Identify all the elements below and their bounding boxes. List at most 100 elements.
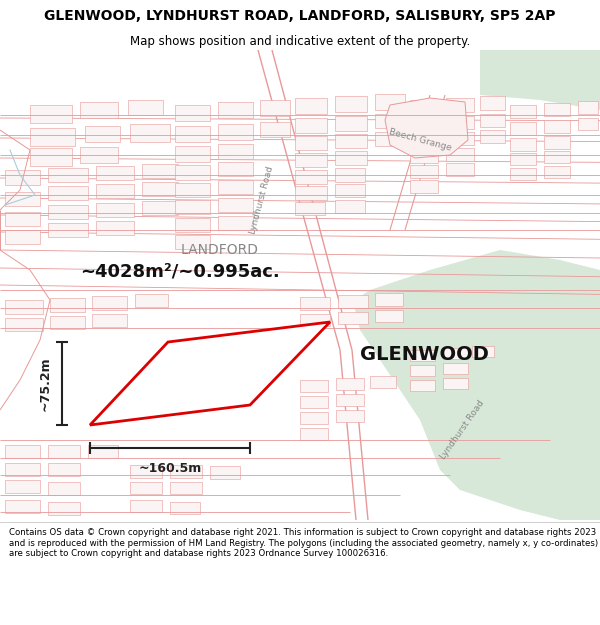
Bar	[446, 98, 474, 112]
Polygon shape	[355, 250, 600, 520]
Bar	[130, 465, 162, 478]
Bar	[260, 122, 290, 137]
Bar	[80, 102, 118, 118]
Bar	[336, 394, 364, 406]
Bar	[170, 465, 202, 478]
Text: Lyndhurst Road: Lyndhurst Road	[438, 399, 486, 461]
Text: LANDFORD: LANDFORD	[181, 243, 259, 257]
Bar	[175, 235, 210, 249]
Bar	[170, 482, 202, 494]
Bar	[96, 166, 134, 180]
Bar	[85, 126, 120, 142]
Bar	[30, 128, 75, 146]
Bar	[5, 230, 40, 244]
Bar	[510, 138, 536, 151]
Polygon shape	[385, 98, 468, 158]
Bar	[96, 203, 134, 217]
Bar	[175, 218, 210, 232]
Bar	[410, 165, 438, 178]
Bar	[5, 192, 40, 206]
Bar	[544, 151, 570, 163]
Bar	[5, 463, 40, 476]
Bar	[335, 168, 365, 182]
Bar	[142, 201, 178, 215]
Bar	[443, 363, 468, 374]
Bar	[130, 482, 162, 494]
Bar	[335, 134, 367, 148]
Bar	[92, 314, 127, 327]
Bar	[375, 94, 405, 110]
Bar	[375, 132, 405, 146]
Bar	[48, 186, 88, 200]
Text: ~4028m²/~0.995ac.: ~4028m²/~0.995ac.	[80, 263, 280, 281]
Bar	[335, 184, 365, 197]
Bar	[300, 314, 330, 326]
Bar	[510, 122, 536, 135]
Bar	[142, 164, 178, 178]
Bar	[410, 380, 435, 391]
Bar	[370, 376, 396, 388]
Bar	[300, 380, 328, 392]
Bar	[48, 482, 80, 495]
Text: ~75.2m: ~75.2m	[39, 356, 52, 411]
Bar	[48, 463, 80, 476]
Text: Map shows position and indicative extent of the property.: Map shows position and indicative extent…	[130, 35, 470, 48]
Bar	[218, 124, 253, 140]
Bar	[300, 412, 328, 424]
Bar	[480, 130, 505, 143]
Bar	[446, 148, 474, 161]
Bar	[170, 502, 200, 514]
Text: Contains OS data © Crown copyright and database right 2021. This information is : Contains OS data © Crown copyright and d…	[9, 528, 598, 558]
Bar	[410, 350, 435, 361]
Bar	[446, 132, 474, 145]
Bar	[295, 118, 327, 133]
Bar	[544, 120, 570, 133]
Bar	[128, 100, 163, 115]
Bar	[544, 166, 570, 178]
Bar	[300, 428, 328, 440]
Bar	[300, 396, 328, 408]
Bar	[335, 116, 367, 131]
Bar	[175, 165, 210, 180]
Text: GLENWOOD: GLENWOOD	[360, 346, 489, 364]
Bar	[443, 378, 468, 389]
Bar	[335, 200, 365, 213]
Bar	[5, 212, 40, 226]
Bar	[480, 114, 505, 127]
Bar	[130, 500, 162, 512]
Bar	[175, 200, 210, 214]
Bar	[48, 445, 80, 458]
Bar	[135, 294, 168, 307]
Bar	[338, 295, 368, 308]
Bar	[510, 168, 536, 180]
Bar	[5, 500, 40, 513]
Bar	[96, 221, 134, 235]
Polygon shape	[480, 50, 600, 110]
Bar	[48, 502, 80, 515]
Bar	[5, 480, 40, 493]
Bar	[142, 182, 178, 196]
Bar	[175, 183, 210, 197]
Bar	[544, 136, 570, 149]
Bar	[410, 100, 438, 114]
Bar	[446, 163, 474, 176]
Bar	[410, 118, 438, 131]
Bar	[5, 318, 43, 331]
Bar	[218, 162, 253, 176]
Bar	[472, 346, 494, 357]
Bar	[30, 105, 72, 123]
Bar	[300, 297, 330, 310]
Text: Beech Grange: Beech Grange	[388, 127, 452, 152]
Bar	[30, 148, 72, 166]
Bar	[578, 118, 598, 130]
Bar	[295, 98, 327, 114]
Bar	[80, 147, 118, 163]
Bar	[218, 180, 253, 194]
Bar	[48, 168, 88, 182]
Bar	[48, 205, 88, 219]
Bar	[5, 170, 40, 185]
Bar	[578, 101, 598, 114]
Bar	[50, 298, 85, 312]
Text: GLENWOOD, LYNDHURST ROAD, LANDFORD, SALISBURY, SP5 2AP: GLENWOOD, LYNDHURST ROAD, LANDFORD, SALI…	[44, 9, 556, 23]
Bar	[175, 146, 210, 162]
